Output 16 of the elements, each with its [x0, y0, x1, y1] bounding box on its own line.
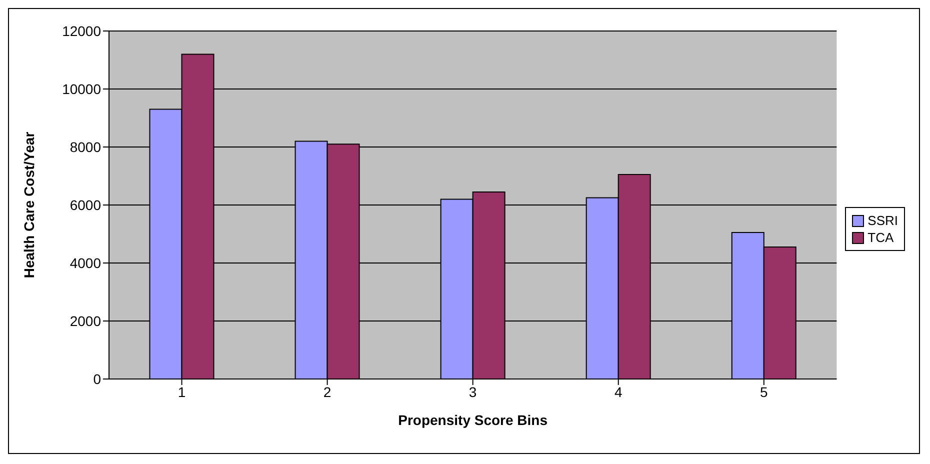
y-tick-label: 8000: [70, 138, 102, 155]
x-tick-label: 4: [614, 384, 622, 400]
y-tick-label: 4000: [70, 254, 102, 271]
y-tick-label: 2000: [70, 312, 102, 329]
legend-label: SSRI: [868, 213, 898, 228]
y-tick-label: 10000: [62, 80, 102, 97]
y-tick-label: 6000: [70, 196, 102, 213]
x-tick-label: 5: [760, 384, 768, 400]
y-tick-label: 0: [93, 370, 102, 387]
x-tick-label: 2: [323, 384, 332, 400]
x-tick-label: 1: [178, 384, 186, 400]
legend-label: TCA: [868, 230, 894, 245]
x-tick-label: 3: [468, 384, 477, 400]
y-tick-label: 12000: [62, 22, 102, 39]
x-axis-title: Propensity Score Bins: [398, 412, 548, 428]
y-axis-title: Health Care Cost/Year: [20, 131, 37, 278]
